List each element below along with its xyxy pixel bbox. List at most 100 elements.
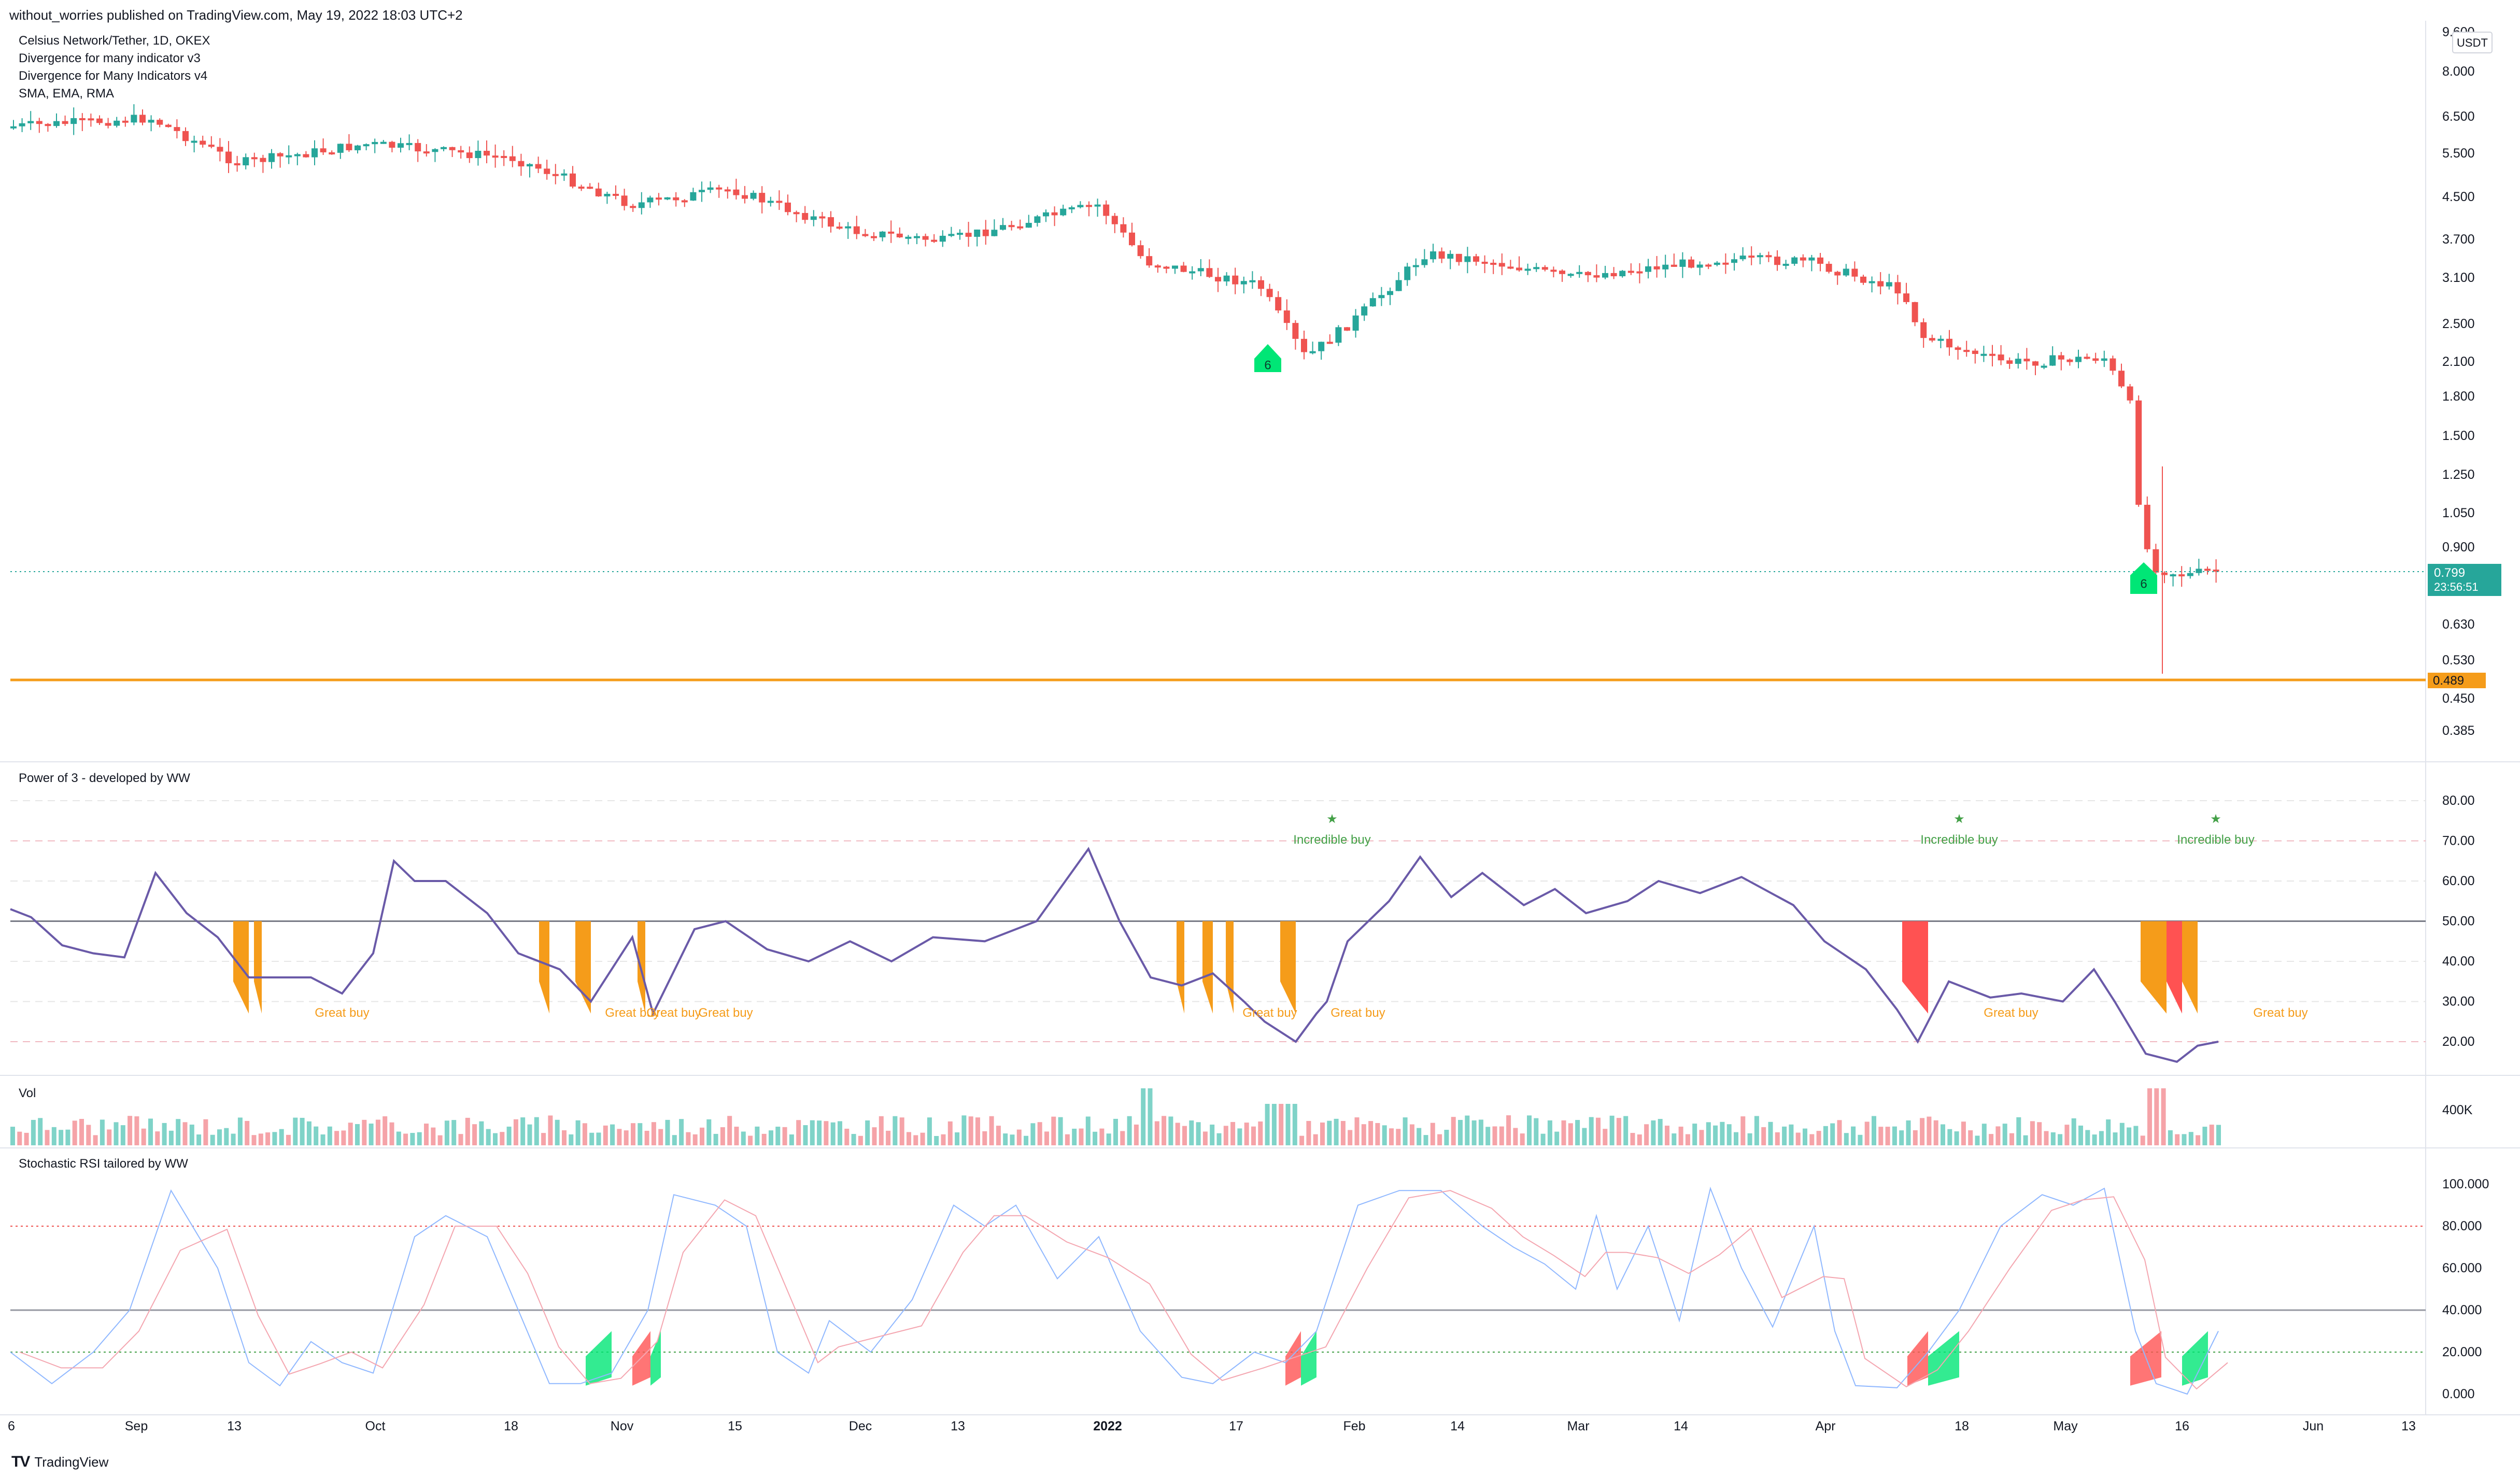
- volume-bar: [2216, 1125, 2221, 1145]
- volume-bar: [1554, 1131, 1560, 1145]
- signal-fill: [1202, 921, 1213, 1014]
- candle-body: [647, 197, 654, 203]
- volume-bar: [851, 1134, 856, 1145]
- candle-body: [423, 151, 430, 154]
- volume-bar: [1678, 1126, 1683, 1145]
- candle-body: [484, 150, 490, 156]
- stoch-fills: [586, 1331, 2208, 1386]
- volume-bar: [51, 1127, 56, 1145]
- candle-body: [105, 123, 111, 126]
- candle-body: [268, 153, 275, 162]
- candle-body: [1688, 259, 1694, 268]
- volume-bar: [838, 1121, 842, 1145]
- volume-bar: [403, 1133, 408, 1145]
- volume-bar: [803, 1125, 808, 1145]
- volume-bar: [424, 1124, 429, 1145]
- volume-bar: [1334, 1118, 1339, 1145]
- volume-bar: [1920, 1118, 1925, 1145]
- volume-bar: [224, 1128, 229, 1145]
- volume-bar: [603, 1125, 608, 1145]
- volume-bar: [761, 1133, 767, 1145]
- vol-pane-title[interactable]: Vol: [19, 1086, 36, 1100]
- candle-body: [1378, 295, 1385, 299]
- volume-bar: [479, 1121, 484, 1145]
- currency-button[interactable]: USDT: [2452, 32, 2493, 53]
- stoch-tick-label: 20.000: [2442, 1345, 2482, 1359]
- candle-body: [1129, 232, 1135, 246]
- volume-bar: [1616, 1118, 1621, 1145]
- stoch-axis[interactable]: 100.000 80.000 60.000 40.000 20.000 0.000: [2442, 1177, 2489, 1401]
- time-axis[interactable]: 6 Sep 13 Oct 18 Nov 15 Dec 13 2022 17 Feb 14 Mar 14 Apr…: [8, 1419, 2416, 1433]
- legend-indicator[interactable]: Divergence for many indicator v3: [19, 51, 201, 65]
- volume-bar: [1637, 1134, 1642, 1145]
- candle-body: [1636, 271, 1643, 274]
- volume-bar: [692, 1134, 698, 1145]
- candle-body: [243, 157, 249, 166]
- candle-body: [724, 189, 731, 192]
- stoch-pane-title[interactable]: Stochastic RSI tailored by WW: [19, 1157, 188, 1171]
- volume-bar: [348, 1123, 353, 1145]
- candle-body: [535, 164, 542, 169]
- volume-bar: [1058, 1117, 1063, 1145]
- volume-bar: [162, 1123, 167, 1145]
- volume-bar: [251, 1135, 257, 1145]
- legend-indicator[interactable]: Divergence for Many Indicators v4: [19, 69, 208, 83]
- candle-body: [1412, 265, 1419, 267]
- power-tick-label: 60.00: [2442, 874, 2475, 888]
- candle-body: [527, 164, 533, 167]
- volume-bar: [1237, 1128, 1242, 1145]
- price-tick-label: 3.100: [2442, 271, 2475, 285]
- candle-body: [2153, 549, 2159, 573]
- volume-bar: [1506, 1115, 1511, 1145]
- volume-bar: [700, 1127, 704, 1145]
- stoch-tick-label: 40.000: [2442, 1303, 2482, 1317]
- volume-bar: [1120, 1131, 1125, 1145]
- volume-bar: [120, 1125, 125, 1145]
- candle-body: [1000, 225, 1006, 230]
- volume-bar: [575, 1120, 581, 1145]
- legend-symbol[interactable]: Celsius Network/Tether, 1D, OKEX: [19, 34, 210, 48]
- volume-bar: [1451, 1117, 1456, 1145]
- power-axis[interactable]: 80.00 70.00 60.00 50.00 40.00 30.00 20.00: [2442, 793, 2475, 1049]
- candle-body: [27, 121, 34, 123]
- candle-body: [2058, 355, 2064, 360]
- volume-bar: [375, 1119, 380, 1145]
- candle-body: [329, 152, 335, 154]
- volume-bar: [920, 1132, 925, 1145]
- candle-body: [277, 153, 284, 157]
- volume-bar: [934, 1135, 939, 1145]
- volume-bar: [1313, 1134, 1318, 1145]
- candle-body: [1146, 256, 1153, 266]
- volume-bar: [1072, 1128, 1077, 1145]
- volume-bar: [86, 1125, 91, 1145]
- volume-bar: [196, 1134, 202, 1145]
- volume-bar: [2002, 1124, 2007, 1145]
- candle-body: [1679, 259, 1686, 267]
- candle-body: [2144, 505, 2150, 549]
- candle-body: [363, 144, 370, 147]
- volume-bar: [1609, 1115, 1615, 1145]
- candle-body: [604, 193, 611, 196]
- candle-body: [1662, 264, 1669, 269]
- volume-bar: [1961, 1121, 1966, 1145]
- volume-bar: [1941, 1124, 1945, 1145]
- candle-body: [406, 143, 413, 145]
- tradingview-logo[interactable]: TV TradingView: [11, 1453, 108, 1471]
- volume-bar: [2113, 1132, 2118, 1145]
- volume-bar: [638, 1123, 643, 1145]
- chart-legend: Celsius Network/Tether, 1D, OKEX Diverge…: [19, 32, 210, 103]
- volume-bar: [396, 1131, 401, 1145]
- stoch-d-line: [19, 1190, 2228, 1390]
- volume-bar: [1175, 1123, 1180, 1145]
- candle-body: [1455, 253, 1462, 262]
- candle-body: [1929, 338, 1935, 341]
- candle-body: [1998, 354, 2004, 361]
- signal-fill: [575, 921, 591, 1014]
- candle-body: [2178, 574, 2185, 577]
- price-axis[interactable]: 9.6008.0006.5005.5004.5003.7003.1002.500…: [2442, 25, 2475, 738]
- volume-bar: [1361, 1124, 1366, 1145]
- candle-body: [896, 233, 903, 237]
- power-pane-title[interactable]: Power of 3 - developed by WW: [19, 771, 190, 785]
- legend-indicator[interactable]: SMA, EMA, RMA: [19, 87, 115, 101]
